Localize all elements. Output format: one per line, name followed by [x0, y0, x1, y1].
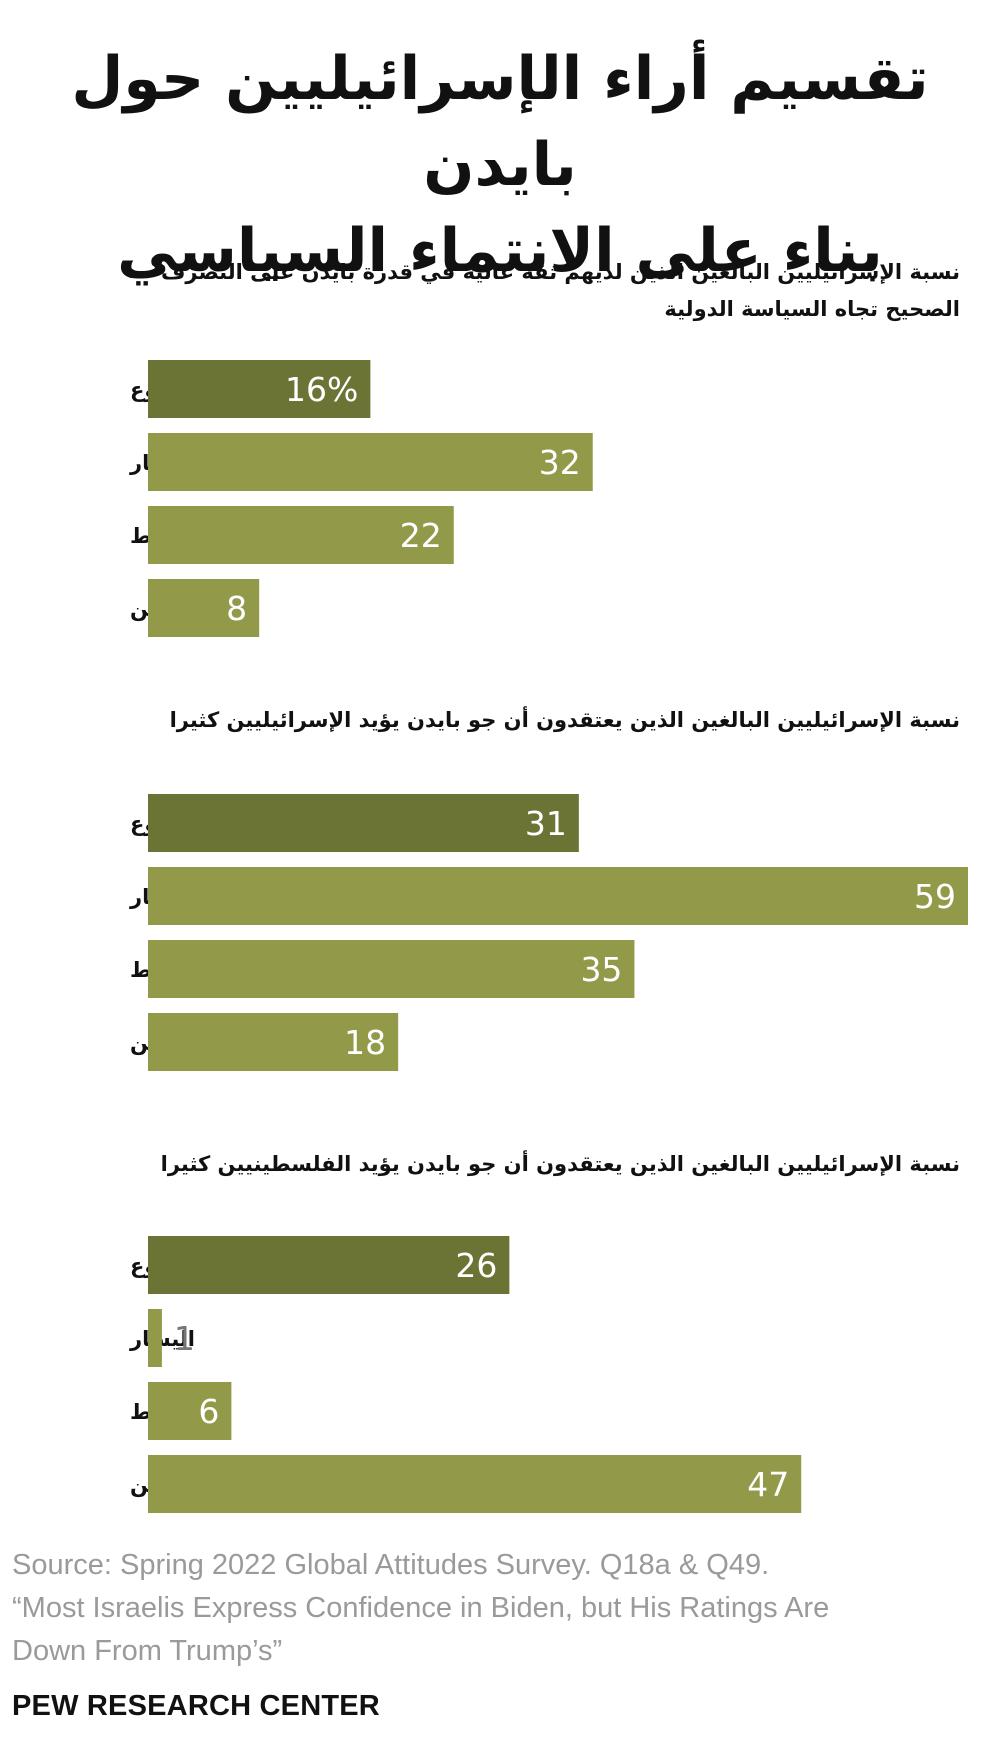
value-label: 47: [747, 1465, 789, 1504]
chart-3-title: نسبة الإسرائيليين البالغين الذين يعتقدون…: [160, 1152, 960, 1176]
total-bar: [148, 1236, 510, 1294]
category-label: اليسار: [129, 1327, 195, 1351]
source-note: Source: Spring 2022 Global Attitudes Sur…: [12, 1544, 972, 1673]
value-label: 6: [198, 1392, 219, 1431]
bar-row: الوسط22: [130, 506, 454, 564]
bar-row: الوسط35: [130, 940, 635, 998]
source-line-3: Down From Trump’s”: [12, 1635, 283, 1667]
value-label: 22: [400, 516, 442, 555]
group-bar: [148, 433, 593, 491]
chart-1-title: نسبة الإسرائيليين البالغين الذين لديهم ث…: [161, 260, 960, 321]
bar-row: المجموع31: [130, 794, 579, 852]
bar-row: اليسار59: [129, 867, 968, 925]
title-line-1: تقسيم أراء الإسرائيليين حول بايدن: [71, 44, 929, 200]
group-bar: [148, 506, 454, 564]
bar-row: اليمين8: [130, 579, 260, 637]
source-line-1: Source: Spring 2022 Global Attitudes Sur…: [12, 1549, 770, 1581]
group-bar: [148, 940, 635, 998]
group-bar: [148, 1455, 802, 1513]
bar-row: المجموع16%: [130, 360, 371, 418]
value-label: 18: [344, 1023, 386, 1062]
value-label: 1: [174, 1319, 195, 1358]
chart-2-title: نسبة الإسرائيليين البالغين الذين يعتقدون…: [169, 708, 960, 732]
value-label: 26: [455, 1246, 497, 1285]
value-label: 59: [914, 877, 956, 916]
value-label: 16%: [285, 370, 358, 409]
value-label: 32: [539, 443, 581, 482]
value-label: 8: [226, 589, 247, 628]
chart-1-bars: المجموع16% اليسار32 الوسط22 اليمين8: [129, 360, 593, 637]
group-bar: [148, 579, 260, 637]
chart-2-bars: المجموع31 اليسار59 الوسط35 اليمين18: [129, 794, 968, 1071]
group-bar: [148, 1382, 232, 1440]
bar-row: الوسط6: [130, 1382, 232, 1440]
total-bar: [148, 794, 579, 852]
bar-row: اليمين18: [130, 1013, 399, 1071]
value-label: 35: [580, 950, 622, 989]
group-bar: [148, 867, 968, 925]
group-bar: [148, 1013, 399, 1071]
footer-brand: PEW RESEARCH CENTER: [12, 1690, 380, 1722]
bar-row: المجموع26: [130, 1236, 510, 1294]
title-line-2: بناء على الانتماء السياسي: [117, 216, 884, 286]
bar-row: اليسار32: [129, 433, 593, 491]
group-bar: [148, 1309, 162, 1367]
source-line-2: “Most Israelis Express Confidence in Bid…: [12, 1592, 830, 1624]
page-title: تقسيم أراء الإسرائيليين حول بايدن بناء ع…: [0, 36, 1000, 294]
value-label: 31: [525, 804, 567, 843]
bar-row: اليمين47: [130, 1455, 802, 1513]
total-bar: [148, 360, 371, 418]
